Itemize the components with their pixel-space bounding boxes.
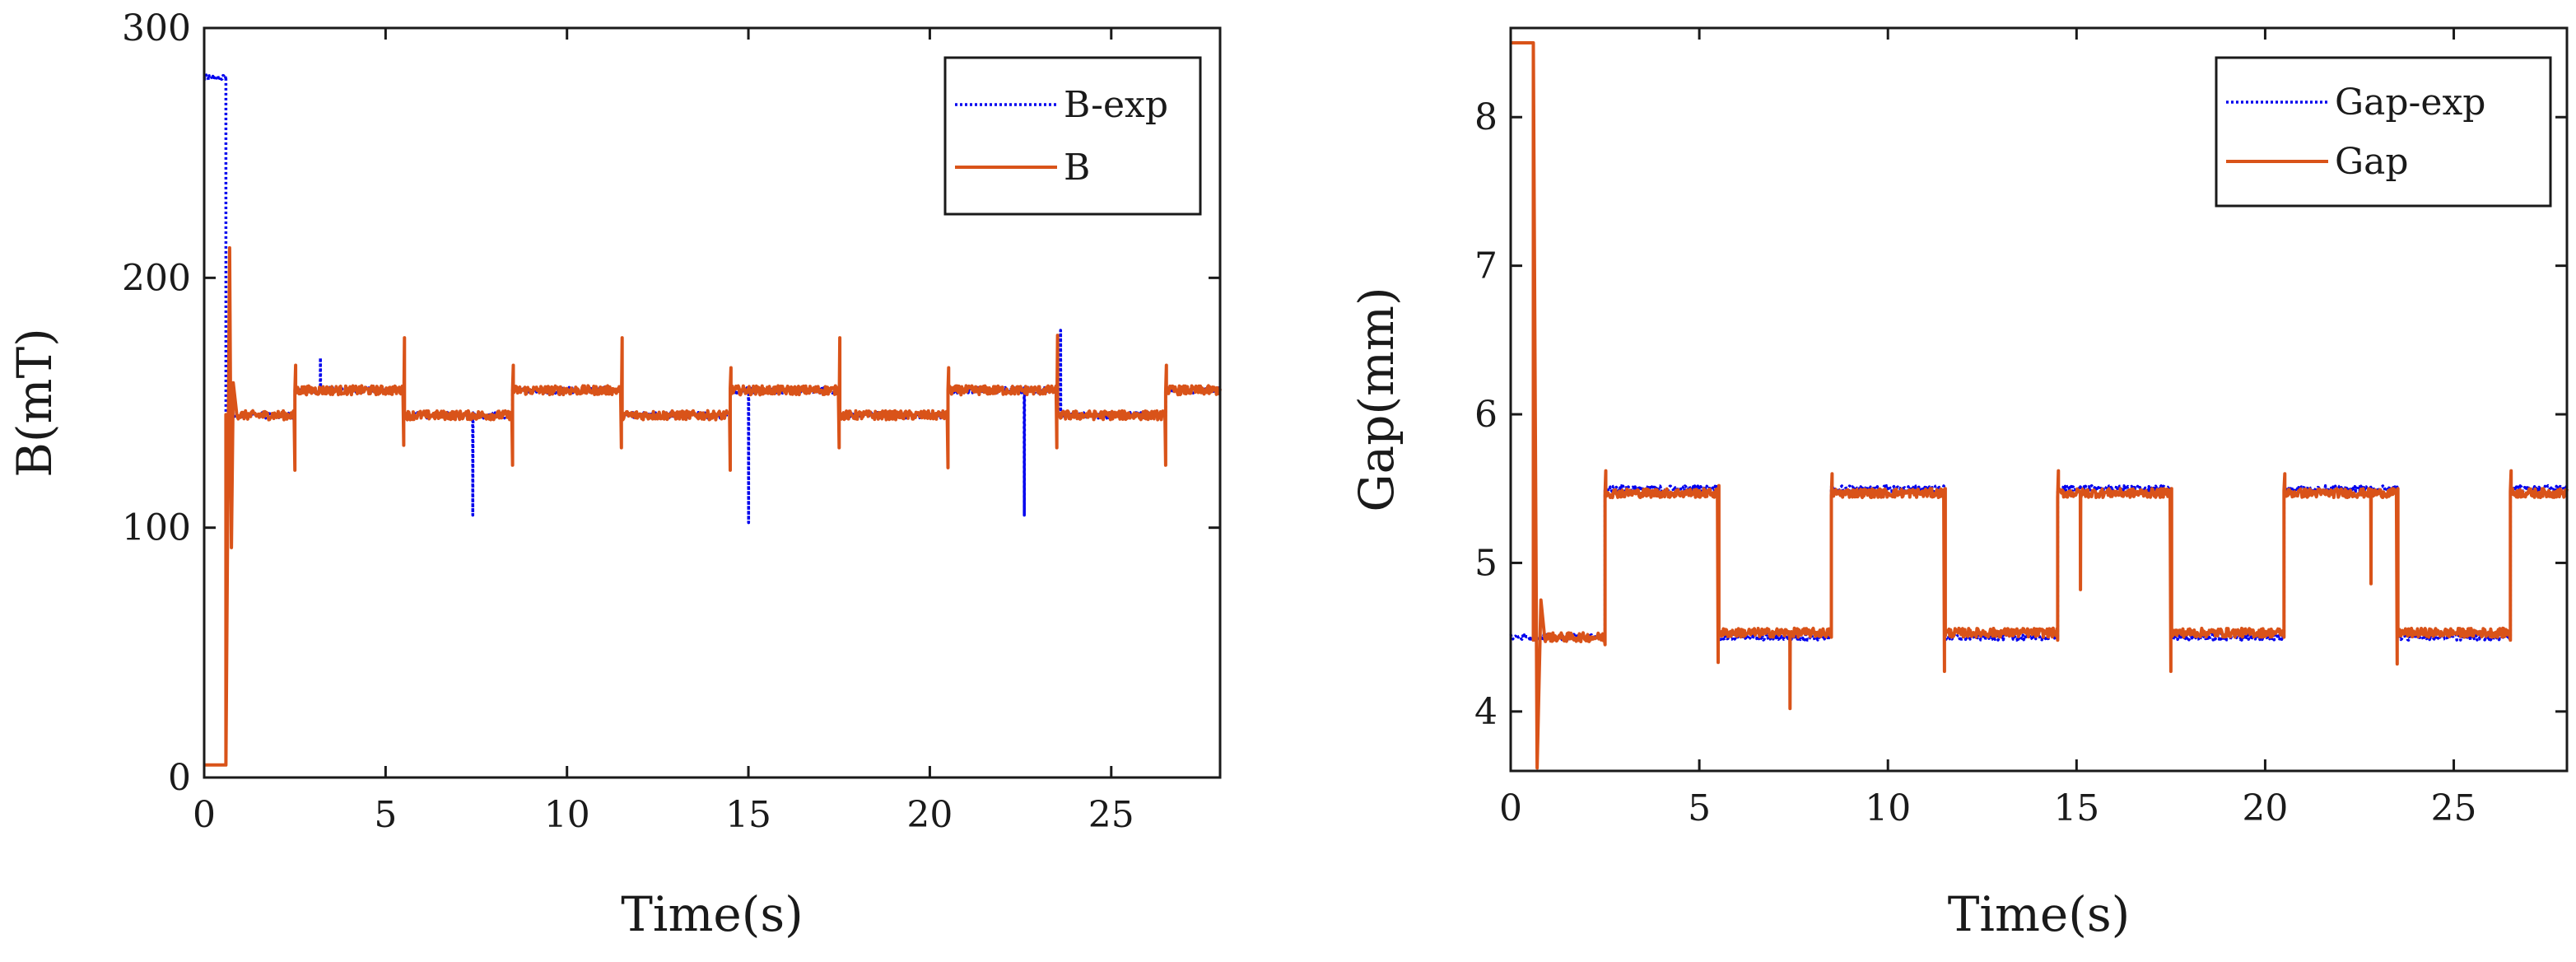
- y-tick-label: 4: [1474, 691, 1498, 733]
- b-x-axis-label: Time(s): [621, 886, 804, 942]
- x-tick-label: 10: [544, 794, 590, 836]
- gap-y-axis-label: Gap(mm): [1349, 287, 1404, 511]
- y-tick-label: 300: [122, 7, 191, 49]
- gap-y-ticks: 4 5 6 7 8: [1474, 96, 2567, 733]
- b-legend-label-b-exp: B-exp: [1064, 84, 1168, 126]
- series-line-gap-exp: [1509, 483, 2569, 642]
- y-tick-label: 7: [1474, 245, 1498, 287]
- series-line-b: [203, 245, 1222, 767]
- x-tick-label: 5: [1688, 787, 1711, 829]
- x-tick-label: 20: [2242, 787, 2288, 829]
- b-legend-box: [943, 56, 1202, 216]
- panel-b-chart: 0 5 10 15 20 25 0 100 200 300 Time(s) B(mT) B-ex…: [7, 7, 1222, 942]
- gap-x-ticks: 0 5 10 15 20 25: [1499, 28, 2477, 829]
- b-y-axis-label: B(mT): [7, 328, 63, 478]
- b-legend-label-b: B: [1064, 147, 1090, 189]
- b-legend: B-exp B: [943, 56, 1202, 216]
- x-tick-label: 25: [2431, 787, 2477, 829]
- panel-gap-chart: 0 5 10 15 20 25 4 5 6 7 8 Time(s) Gap(mm) Gap-exp…: [1349, 26, 2569, 942]
- x-tick-label: 0: [1499, 787, 1522, 829]
- y-tick-label: 6: [1474, 394, 1498, 436]
- y-tick-label: 0: [168, 757, 191, 799]
- series-line-gap: [1509, 41, 2569, 770]
- x-tick-label: 0: [193, 794, 216, 836]
- gap-legend-label-gap: Gap: [2335, 141, 2409, 183]
- gap-legend: Gap-exp Gap: [2215, 56, 2552, 208]
- b-x-ticks: 0 5 10 15 20 25: [193, 28, 1134, 836]
- x-tick-label: 25: [1088, 794, 1134, 836]
- x-tick-label: 5: [374, 794, 397, 836]
- gap-x-axis-label: Time(s): [1948, 886, 2131, 942]
- gap-legend-label-gap-exp: Gap-exp: [2335, 82, 2485, 124]
- y-tick-label: 200: [122, 257, 191, 299]
- b-series-group: [203, 73, 1222, 767]
- y-tick-label: 100: [122, 507, 191, 549]
- gap-legend-box: [2215, 56, 2552, 208]
- y-tick-label: 8: [1474, 96, 1498, 138]
- gap-series-group: [1509, 41, 2569, 770]
- gap-plot-frame: [1509, 26, 2569, 773]
- x-tick-label: 15: [2053, 787, 2099, 829]
- x-tick-label: 20: [906, 794, 953, 836]
- x-tick-label: 10: [1865, 787, 1911, 829]
- y-tick-label: 5: [1474, 542, 1498, 584]
- b-plot-frame: [203, 26, 1222, 779]
- b-y-ticks: 0 100 200 300: [122, 7, 1220, 799]
- x-tick-label: 15: [725, 794, 771, 836]
